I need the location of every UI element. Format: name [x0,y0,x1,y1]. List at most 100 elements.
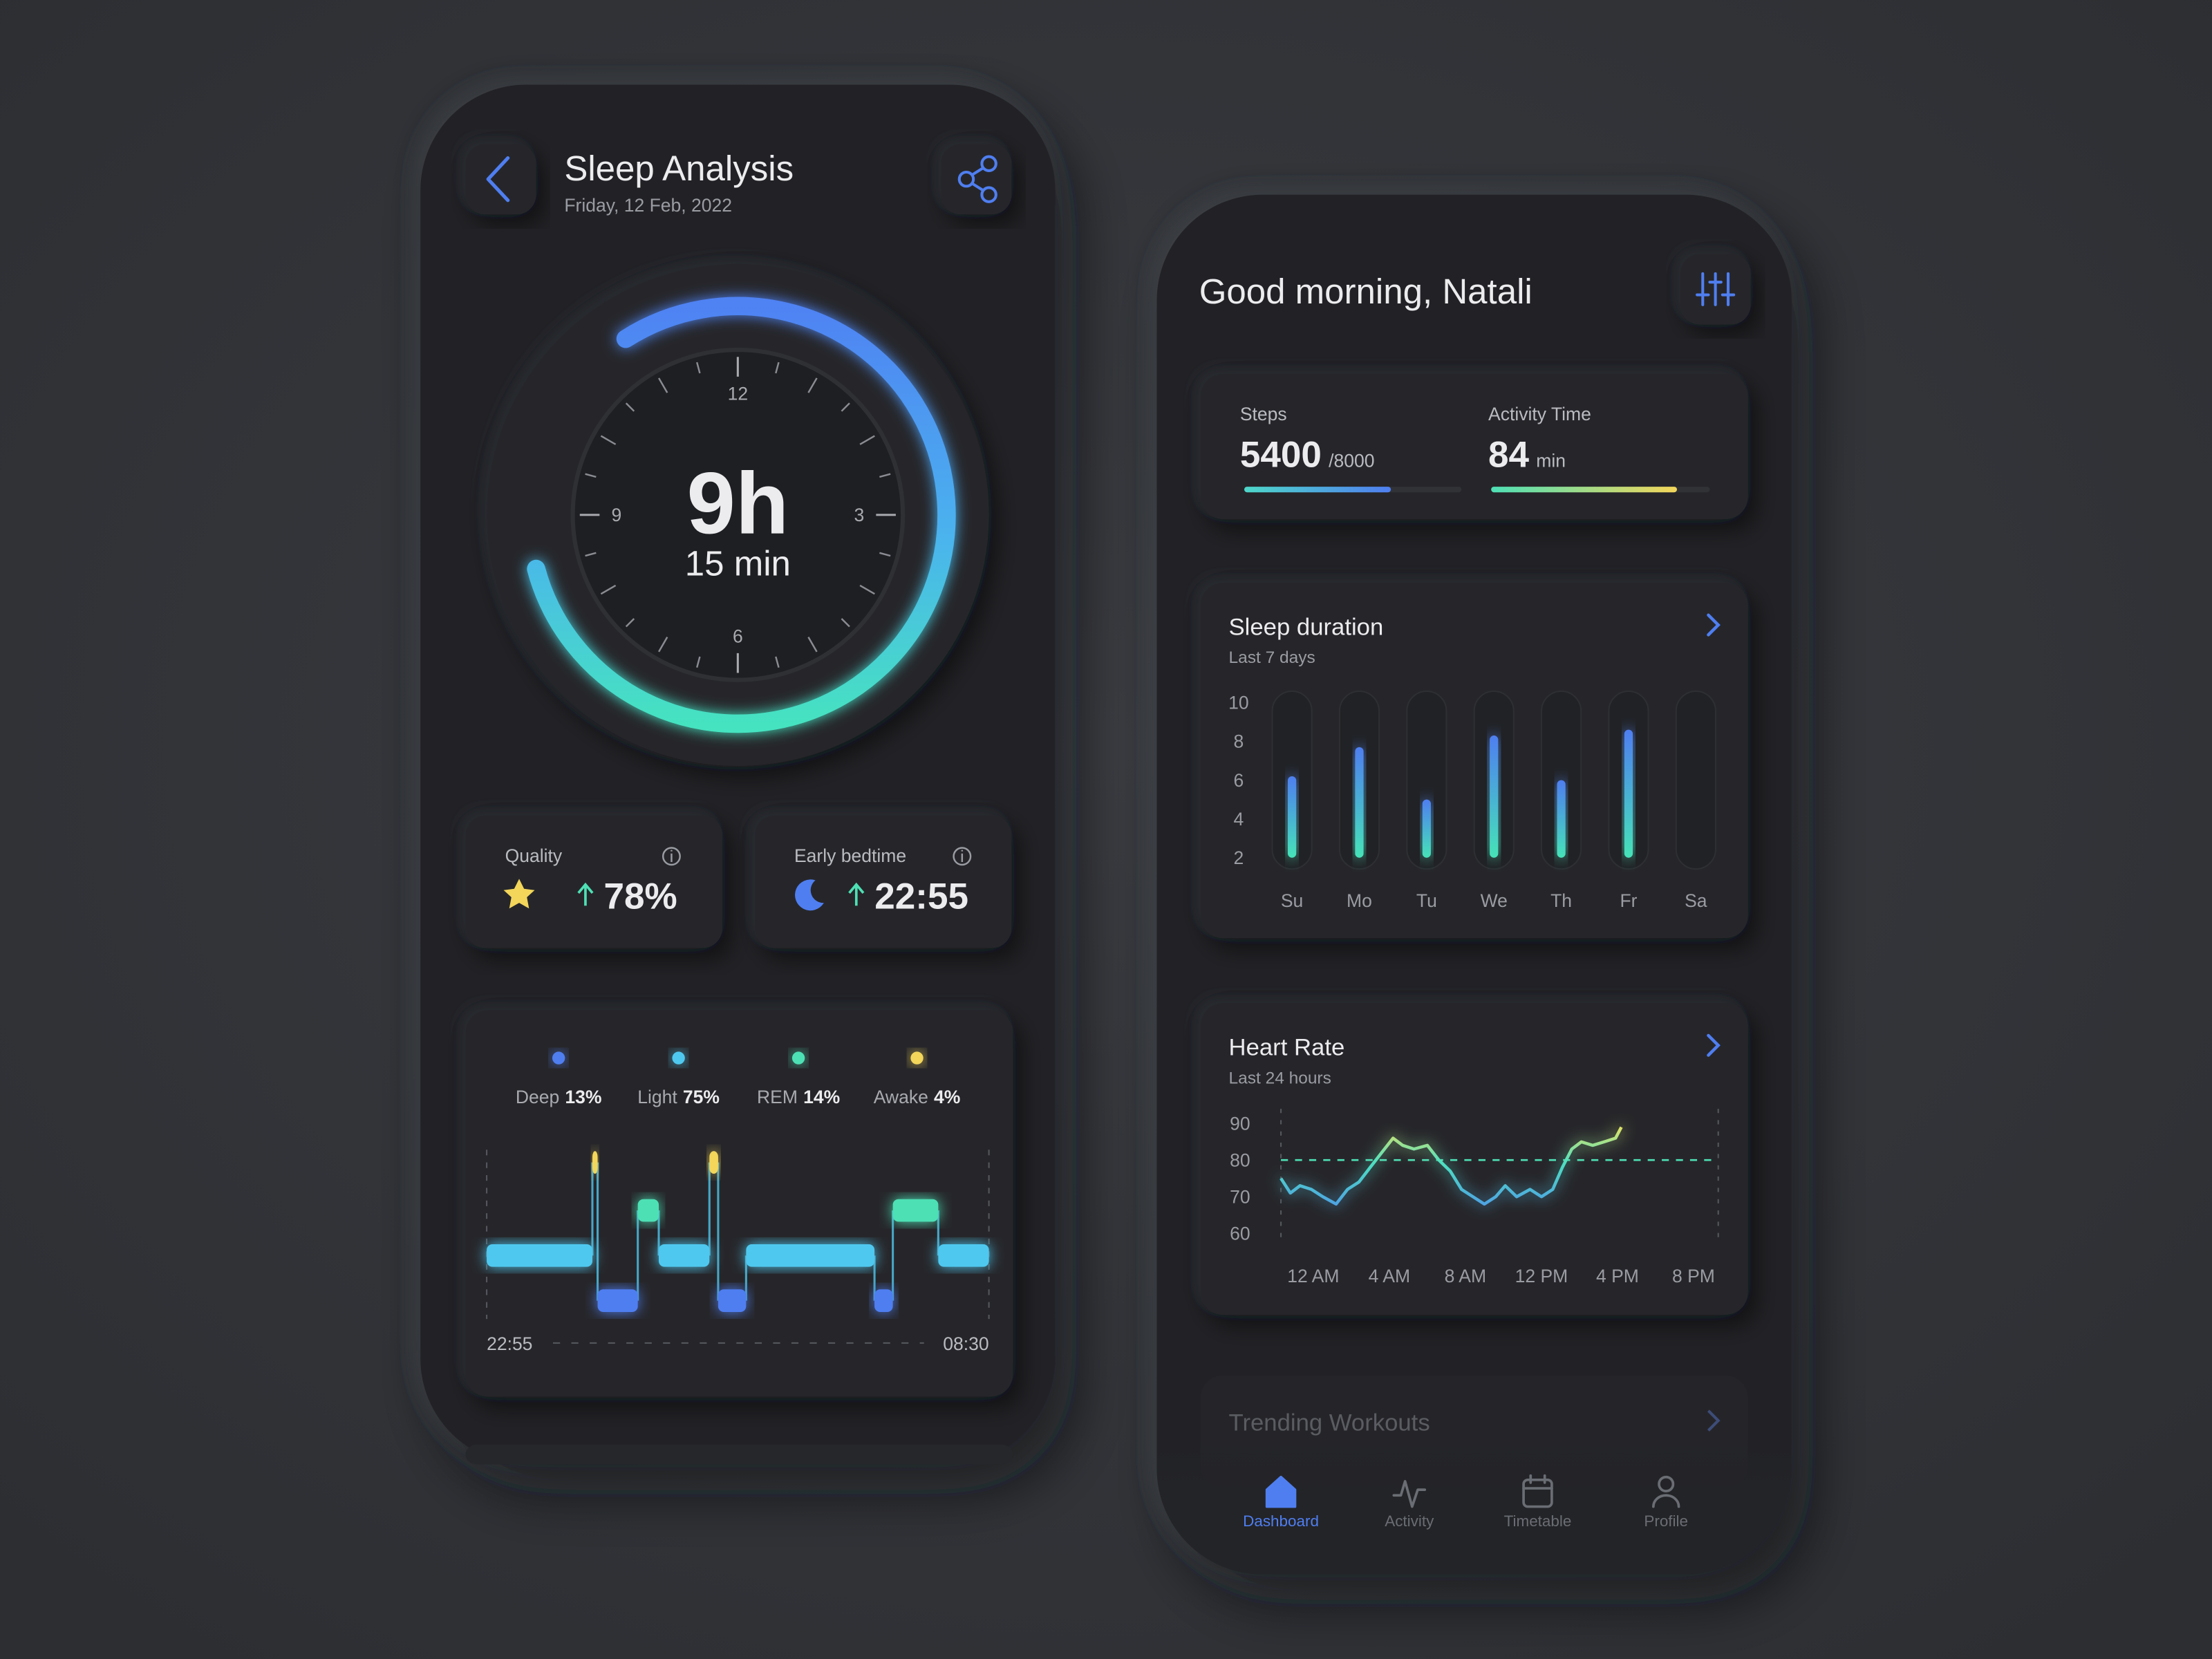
dial-tick [807,377,818,393]
x-tick-label: 4 PM [1596,1266,1639,1286]
x-tick-label: Sa [1685,890,1707,911]
y-tick-label: 90 [1230,1113,1250,1134]
activity-unit: min [1536,451,1566,471]
bar [1624,729,1633,858]
stage-segment [874,1289,893,1312]
bar [1355,747,1364,858]
greeting: Good morning, Natali [1199,272,1533,311]
share-icon [957,155,997,203]
x-tick-label: 4 AM [1369,1266,1410,1286]
screen-date: Friday, 12 Feb, 2022 [564,195,732,216]
stage-segment [718,1289,747,1312]
calendar-icon [1522,1474,1553,1508]
quality-label: Quality [505,845,563,866]
nav-bar [1156,1436,1792,1575]
dial-tick [625,618,635,628]
dial-tick [600,584,617,595]
legend-label: REM 14% [757,1087,840,1107]
legend-label: Deep 13% [516,1087,602,1107]
stage-legend: Deep 13% Light 75% REM 14% Awake 4% [516,1051,960,1107]
dial-tick [841,618,850,628]
steps-goal: /8000 [1329,451,1374,471]
legend-percent: 14% [803,1087,840,1107]
y-tick-label: 8 [1233,731,1244,752]
x-tick-label: We [1481,890,1508,911]
screen-title: Sleep Analysis [564,149,794,188]
dial-label: 12 [728,384,749,404]
profile-icon [1652,1475,1680,1508]
x-tick-label: 8 AM [1445,1266,1486,1286]
legend-percent: 4% [934,1087,960,1107]
heart-card [1200,1003,1748,1315]
sleep-more[interactable] [1707,613,1721,637]
y-tick-label: 80 [1230,1150,1250,1170]
dial-tick [841,402,850,412]
x-tick-label: Fr [1620,890,1637,911]
x-tick-label: 12 PM [1515,1266,1568,1286]
duration-minutes: 15 min [685,544,791,583]
bedtime-card [754,815,1012,948]
legend-name: REM [757,1087,798,1107]
legend-dot [672,1051,685,1065]
hypnogram [487,1151,989,1312]
steps-count: 5400 [1240,435,1322,476]
dial-tick [625,402,635,412]
y-tick-label: 70 [1230,1186,1250,1207]
quality-value: 78% [603,876,677,917]
nav-label[interactable]: Dashboard [1243,1512,1319,1530]
activity-value: 84 min [1488,435,1566,476]
dial-tick [658,637,668,653]
steps-label: Steps [1240,404,1287,424]
nav-label[interactable]: Profile [1644,1512,1688,1530]
heart-more[interactable] [1707,1033,1721,1057]
stage-segment [938,1244,989,1267]
info-icon[interactable] [953,847,972,866]
bar [1557,780,1566,858]
dial-label: 6 [733,626,743,647]
dial-tick [775,362,780,374]
y-tick-label: 10 [1228,693,1249,713]
stage-segment [658,1244,710,1267]
back-button[interactable] [465,144,536,215]
bar-track [1406,690,1447,870]
legend-dot [791,1051,805,1065]
sleep-chart-title: Sleep duration [1229,614,1384,640]
dial-tick [696,362,701,374]
dial-ticks: 12 3 6 9 [579,357,896,673]
nav-label[interactable]: Activity [1385,1512,1434,1530]
dial-tick [585,552,597,557]
nav-label[interactable]: Timetable [1504,1512,1572,1530]
activity-minutes: 84 [1488,435,1530,476]
bedtime-label: Early bedtime [794,845,906,866]
bar [1422,799,1431,858]
heart-line [1280,1126,1623,1206]
y-tick-label: 6 [1233,770,1244,791]
x-tick-label: 8 PM [1672,1266,1715,1286]
y-tick-label: 2 [1233,847,1244,868]
dial-tick [879,473,891,478]
legend-name: Awake [874,1087,928,1107]
x-tick-label: Su [1281,890,1303,911]
sleep-arc [527,297,956,733]
y-tick-label: 60 [1230,1223,1250,1244]
stage-segment [892,1199,939,1222]
nav-labels: Dashboard Activity Timetable Profile [1243,1512,1688,1530]
activity-progress [1491,487,1678,493]
duration-hours: 9h [687,453,789,552]
trending-title: Trending Workouts [1229,1409,1430,1436]
share-button[interactable] [941,144,1012,215]
activity-icon [1392,1480,1427,1508]
dial-tick [879,552,891,557]
dial-tick [859,584,875,595]
dial-face [570,348,906,682]
dial-tick [775,656,780,668]
dial-label: 3 [854,505,864,525]
up-arrow [848,882,865,906]
info-icon[interactable] [662,847,681,866]
heart-chart-subtitle: Last 24 hours [1229,1069,1331,1087]
bar-track [1675,690,1716,870]
x-tick-label: 12 AM [1287,1266,1339,1286]
legend-percent: 13% [565,1087,601,1107]
